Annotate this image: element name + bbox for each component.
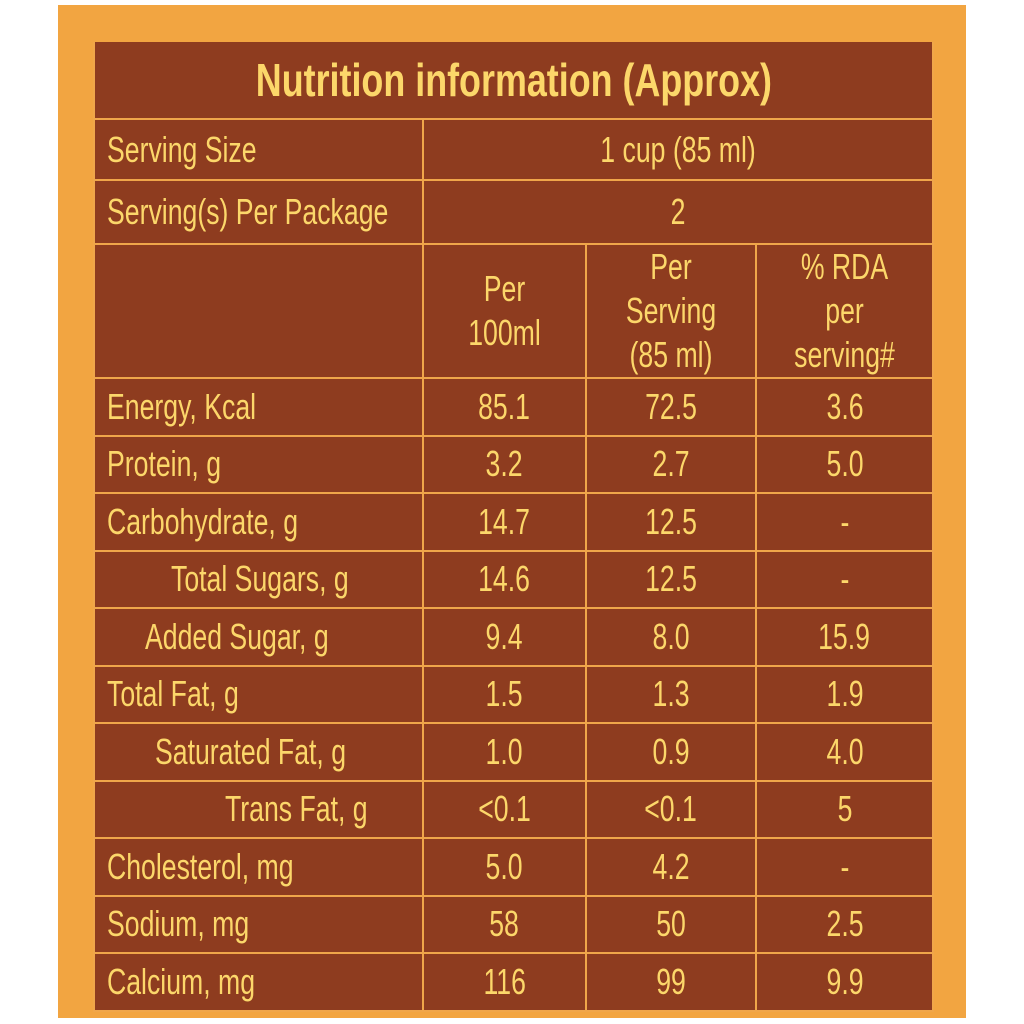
value-rda: -: [754, 549, 935, 609]
value-per-100ml: 116: [422, 952, 587, 1012]
title-row: Nutrition information (Approx): [92, 42, 935, 120]
nutrient-name: Total Sugars, g: [93, 549, 424, 609]
table-row: Energy, Kcal 85.1 72.5 3.6: [93, 377, 935, 437]
nutrient-name: Added Sugar, g: [93, 607, 424, 667]
value-per-serving: 12.5: [585, 492, 757, 552]
value-per-100ml: 1.0: [422, 722, 587, 782]
table-row: Calcium, mg 116 99 9.9: [93, 952, 935, 1012]
value-per-serving: 50: [585, 894, 757, 954]
table-row: Carbohydrate, g 14.7 12.5-: [93, 492, 935, 552]
value-rda: 2.5: [754, 894, 935, 954]
header-rda: % RDA per serving#: [754, 243, 935, 379]
table-row: Sodium, mg 58 50 2.5: [93, 894, 935, 954]
value-rda: 5: [754, 779, 935, 839]
serving-size-value: 1 cup (85 ml): [421, 118, 935, 181]
nutrient-name: Trans Fat, g: [93, 779, 424, 839]
nutrient-name: Calcium, mg: [93, 952, 424, 1012]
value-per-serving: 1.3: [585, 664, 757, 724]
serving-size-label: Serving Size: [93, 118, 424, 181]
nutrient-name: Cholesterol, mg: [93, 837, 424, 897]
nutrient-name: Saturated Fat, g: [93, 722, 424, 782]
value-rda: 15.9: [754, 607, 935, 667]
value-per-serving: 2.7: [585, 434, 757, 494]
servings-per-package-label: Serving(s) Per Package: [93, 179, 424, 245]
table-row: Total Sugars, g 14.6 12.5-: [93, 549, 935, 609]
value-rda: -: [754, 837, 935, 897]
column-header-row: Per 100ml Per Serving (85 ml) % RDA per se…: [93, 243, 935, 379]
header-per-serving: Per Serving (85 ml): [585, 243, 757, 379]
table-row: Total Fat, g 1.5 1.3 1.9: [93, 664, 935, 724]
value-per-100ml: 9.4: [422, 607, 587, 667]
value-per-100ml: 5.0: [422, 837, 587, 897]
value-per-100ml: 58: [422, 894, 587, 954]
table-title: Nutrition information (Approx): [92, 42, 935, 120]
value-per-100ml: 14.7: [422, 492, 587, 552]
value-per-100ml: 85.1: [422, 377, 587, 437]
table-row: Added Sugar, g 9.4 8.0 15.9: [93, 607, 935, 667]
table-row: Cholesterol, mg 5.0 4.2-: [93, 837, 935, 897]
nutrition-table: Nutrition information (Approx) Serving S…: [92, 42, 935, 1012]
value-per-serving: 0.9: [585, 722, 757, 782]
value-per-serving: <0.1: [585, 779, 757, 839]
nutrient-name: Energy, Kcal: [93, 377, 424, 437]
value-rda: 3.6: [754, 377, 935, 437]
value-rda: -: [754, 492, 935, 552]
nutrient-name: Sodium, mg: [93, 894, 424, 954]
table-row: Trans Fat, g <0.1 <0.1 5: [93, 779, 935, 839]
value-per-100ml: 1.5: [422, 664, 587, 724]
value-per-serving: 72.5: [585, 377, 757, 437]
table-row: Protein, g 3.2 2.7 5.0: [93, 434, 935, 494]
value-per-100ml: 14.6: [422, 549, 587, 609]
value-rda: 1.9: [754, 664, 935, 724]
nutrient-name: Carbohydrate, g: [93, 492, 424, 552]
value-rda: 5.0: [754, 434, 935, 494]
table-row: Saturated Fat, g 1.0 0.9 4.0: [93, 722, 935, 782]
serving-size-row: Serving Size 1 cup (85 ml): [93, 118, 935, 181]
value-rda: 4.0: [754, 722, 935, 782]
servings-per-package-row: Serving(s) Per Package 2: [93, 179, 935, 245]
servings-per-package-value: 2: [421, 179, 935, 245]
value-per-serving: 4.2: [585, 837, 757, 897]
nutrient-name: Total Fat, g: [93, 664, 424, 724]
nutrient-name: Protein, g: [93, 434, 424, 494]
value-per-100ml: <0.1: [422, 779, 587, 839]
header-blank: [93, 243, 424, 379]
value-per-serving: 12.5: [585, 549, 757, 609]
value-per-serving: 99: [585, 952, 757, 1012]
value-rda: 9.9: [754, 952, 935, 1012]
value-per-serving: 8.0: [585, 607, 757, 667]
value-per-100ml: 3.2: [422, 434, 587, 494]
header-per-100ml: Per 100ml: [422, 243, 587, 379]
